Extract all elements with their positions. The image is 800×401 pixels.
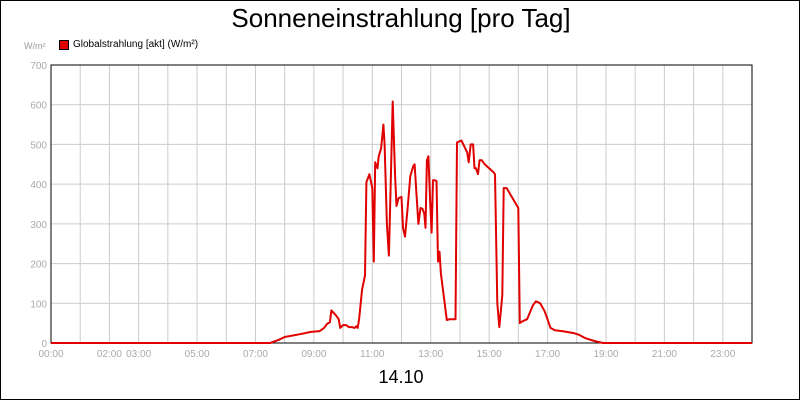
x-tick-label: 00:00 [38, 349, 63, 360]
y-tick-label: 200 [30, 260, 47, 271]
y-tick-label: 400 [30, 180, 47, 191]
x-tick-label: 11:00 [360, 349, 385, 360]
x-tick-label: 17:00 [535, 349, 560, 360]
plot-area [50, 64, 753, 344]
x-tick-label: 02:00 [97, 349, 122, 360]
y-tick-label: 0 [41, 339, 47, 350]
x-tick-label: 07:00 [243, 349, 268, 360]
date-label: 14.10 [378, 367, 424, 387]
y-tick-label: 600 [30, 101, 47, 112]
y-tick-label: 100 [30, 299, 47, 310]
x-tick-label: 03:00 [126, 349, 151, 360]
chart-title: Sonneneinstrahlung [pro Tag] [231, 3, 571, 33]
legend-label: Globalstrahlung [akt] (W/m²) [73, 39, 199, 50]
x-tick-label: 05:00 [185, 349, 210, 360]
y-tick-label: 700 [30, 61, 47, 72]
x-tick-label: 09:00 [301, 349, 326, 360]
y-tick-label: 300 [30, 220, 47, 231]
x-tick-label: 19:00 [593, 349, 618, 360]
y-unit-label: W/m² [24, 41, 46, 51]
grid-lines [51, 65, 752, 343]
legend-swatch [59, 39, 69, 50]
series-line-globalstrahlung [51, 100, 752, 344]
legend: Globalstrahlung [akt] (W/m²) [59, 39, 198, 50]
x-tick-label: 23:00 [710, 349, 735, 360]
x-tick-label: 21:00 [652, 349, 677, 360]
x-tick-label: 13:00 [418, 349, 443, 360]
x-tick-label: 15:00 [477, 349, 502, 360]
y-tick-label: 500 [30, 140, 47, 151]
y-axis-ticks: 0 100 200 300 400 500 600 700 [30, 61, 47, 350]
x-axis-ticks: 00:00 02:00 03:00 05:00 07:00 09:00 11:00 13:00… [38, 349, 735, 360]
